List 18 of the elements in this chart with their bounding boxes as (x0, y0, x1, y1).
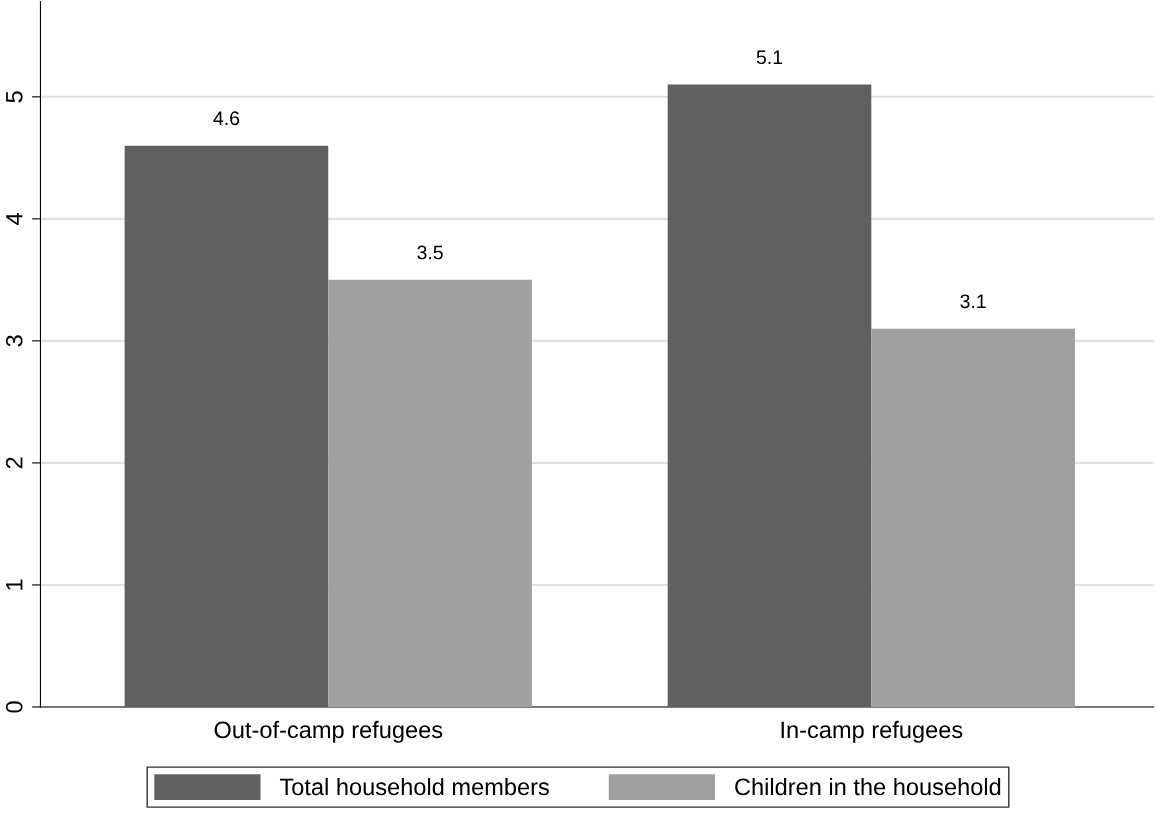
legend-label: Total household members (279, 777, 549, 796)
y-tick-label: 0 (5, 701, 23, 713)
y-tick-label: 3 (5, 335, 23, 347)
y-tick-label: 5 (6, 91, 23, 103)
bar (871, 328, 1075, 707)
y-tick-label: 2 (5, 457, 23, 469)
y-tick-label: 1 (6, 579, 23, 590)
legend-label: Children in the household (735, 777, 1001, 796)
data-label: 4.6 (213, 111, 240, 126)
bar (667, 84, 872, 707)
y-tick-label: 4 (6, 212, 23, 225)
data-label: 3.1 (960, 294, 986, 309)
x-tick-label: Out-of-camp refugees (214, 720, 443, 743)
data-label: 5.1 (756, 50, 783, 65)
data-label: 3.5 (417, 245, 443, 260)
bar (124, 145, 329, 707)
x-tick-label: In-camp refugees (781, 720, 963, 743)
bar (328, 279, 532, 707)
